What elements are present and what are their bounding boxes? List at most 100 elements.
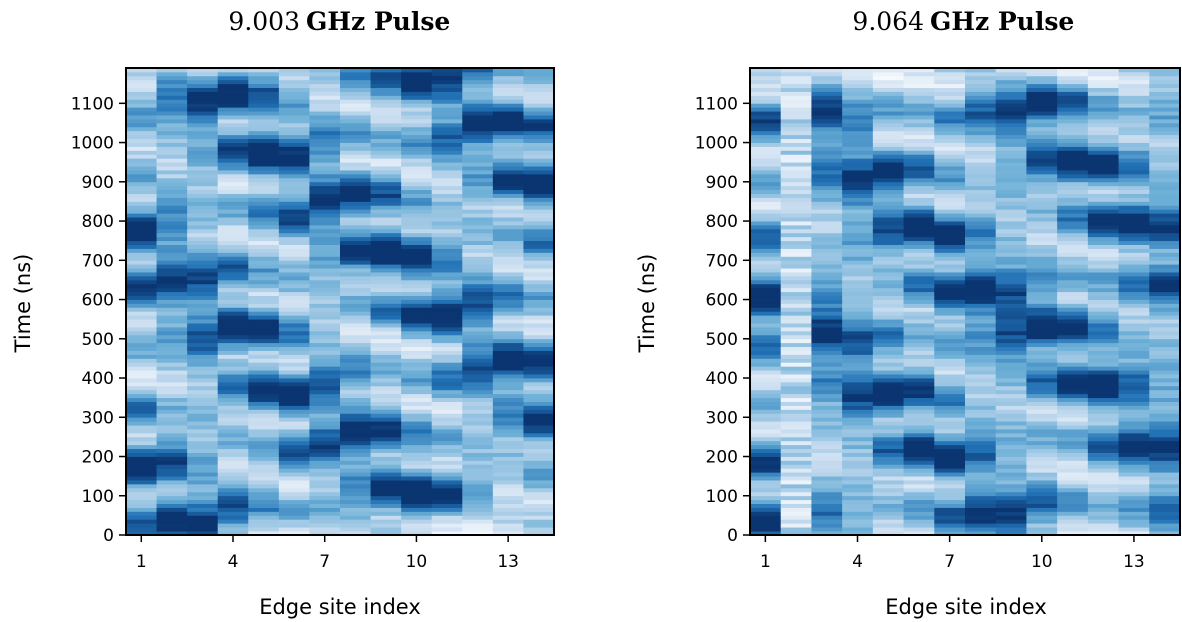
heatmap-cell	[156, 330, 188, 336]
heatmap-cell	[872, 83, 904, 89]
heatmap-cell	[995, 228, 1027, 234]
heatmap-cell	[187, 295, 219, 300]
heatmap-cell	[278, 236, 310, 242]
heatmap-cell	[842, 177, 874, 183]
heatmap-cell	[156, 401, 188, 406]
heatmap-cell	[340, 393, 371, 399]
heatmap-cell	[248, 311, 280, 316]
heatmap-cell	[1149, 468, 1181, 473]
heatmap-cell	[903, 425, 935, 430]
heatmap-cell	[217, 385, 249, 391]
heatmap-cell	[217, 244, 249, 249]
x-tick-label: 7	[944, 552, 955, 572]
heatmap-cell	[872, 531, 904, 536]
heatmap-cell	[217, 413, 249, 418]
heatmap-cell	[462, 205, 494, 210]
heatmap-cell	[995, 487, 1027, 493]
heatmap-cell	[1026, 507, 1058, 512]
heatmap-cell	[903, 146, 935, 151]
heatmap-cell	[780, 295, 812, 300]
heatmap-cell	[309, 350, 341, 355]
heatmap-cell	[780, 158, 812, 163]
heatmap-cell	[431, 213, 463, 218]
heatmap-cell	[1118, 531, 1150, 536]
heatmap-cell	[340, 366, 371, 371]
heatmap-cell	[126, 205, 157, 210]
heatmap-cell	[340, 224, 371, 230]
heatmap-cell	[248, 440, 280, 446]
heatmap-cell	[811, 224, 843, 230]
heatmap-cell	[1026, 115, 1058, 120]
heatmap-cell	[187, 381, 219, 387]
heatmap-cell	[217, 291, 249, 297]
heatmap-cell	[995, 409, 1027, 414]
heatmap-cell	[248, 487, 280, 493]
heatmap-cells-left	[126, 68, 555, 536]
heatmap-cell	[1118, 511, 1150, 516]
heatmap-cell	[811, 417, 843, 422]
heatmap-cell	[523, 472, 555, 477]
heatmap-cell	[187, 217, 219, 222]
heatmap-cell	[1057, 236, 1089, 242]
heatmap-cell	[187, 107, 219, 112]
heatmap-cell	[431, 154, 463, 159]
heatmap-cell	[340, 79, 371, 85]
heatmap-cell	[126, 346, 157, 351]
heatmap-cell	[278, 527, 310, 532]
heatmap-cell	[492, 436, 524, 442]
heatmap-cells-right	[750, 68, 1181, 536]
heatmap-cell	[1057, 531, 1089, 536]
heatmap-cell	[750, 146, 782, 151]
heatmap-cell	[1057, 228, 1089, 234]
heatmap-cell	[934, 519, 966, 524]
heatmap-cell	[965, 307, 997, 312]
heatmap-cell	[903, 527, 935, 532]
heatmap-cell	[370, 487, 402, 493]
heatmap-cell	[1026, 323, 1058, 328]
heatmap-cell	[492, 221, 524, 226]
heatmap-cell	[278, 487, 310, 493]
heatmap-cell	[780, 236, 812, 242]
heatmap-cell	[1087, 319, 1119, 324]
heatmap-cell	[780, 126, 812, 132]
heatmap-cell	[842, 79, 874, 85]
heatmap-cell	[842, 224, 874, 230]
heatmap-cell	[217, 358, 249, 363]
heatmap-cell	[431, 122, 463, 128]
y-tick-label: 1000	[71, 134, 114, 154]
heatmap-cell	[217, 115, 249, 120]
heatmap-cell	[934, 272, 966, 277]
heatmap-cell	[248, 299, 280, 304]
heatmap-cell	[842, 244, 874, 249]
heatmap-cell	[811, 456, 843, 461]
heatmap-cell	[217, 370, 249, 375]
heatmap-cell	[1087, 440, 1119, 446]
heatmap-cell	[1118, 287, 1150, 293]
heatmap-cell	[248, 405, 280, 410]
heatmap-cell	[1149, 507, 1181, 512]
heatmap-cell	[401, 244, 433, 249]
heatmap-cell	[934, 491, 966, 497]
heatmap-cell	[156, 381, 188, 387]
heatmap-cell	[492, 354, 524, 359]
heatmap-cell	[780, 177, 812, 183]
heatmap-cell	[217, 185, 249, 191]
heatmap-cell	[842, 83, 874, 89]
heatmap-cell	[248, 358, 280, 363]
heatmap-cell	[278, 432, 310, 438]
heatmap-cell	[842, 472, 874, 477]
heatmap-cell	[872, 283, 904, 289]
heatmap-cell	[750, 401, 782, 406]
heatmap-cell	[750, 252, 782, 257]
heatmap-cell	[278, 122, 310, 128]
heatmap-cell	[1057, 99, 1089, 104]
heatmap-cell	[811, 413, 843, 418]
heatmap-cell	[842, 440, 874, 446]
heatmap-cell	[1087, 491, 1119, 497]
heatmap-cell	[462, 413, 494, 418]
heatmap-cell	[126, 279, 157, 285]
heatmap-cell	[187, 283, 219, 289]
heatmap-cell	[462, 291, 494, 297]
heatmap-cell	[872, 189, 904, 194]
heatmap-cell	[248, 213, 280, 218]
